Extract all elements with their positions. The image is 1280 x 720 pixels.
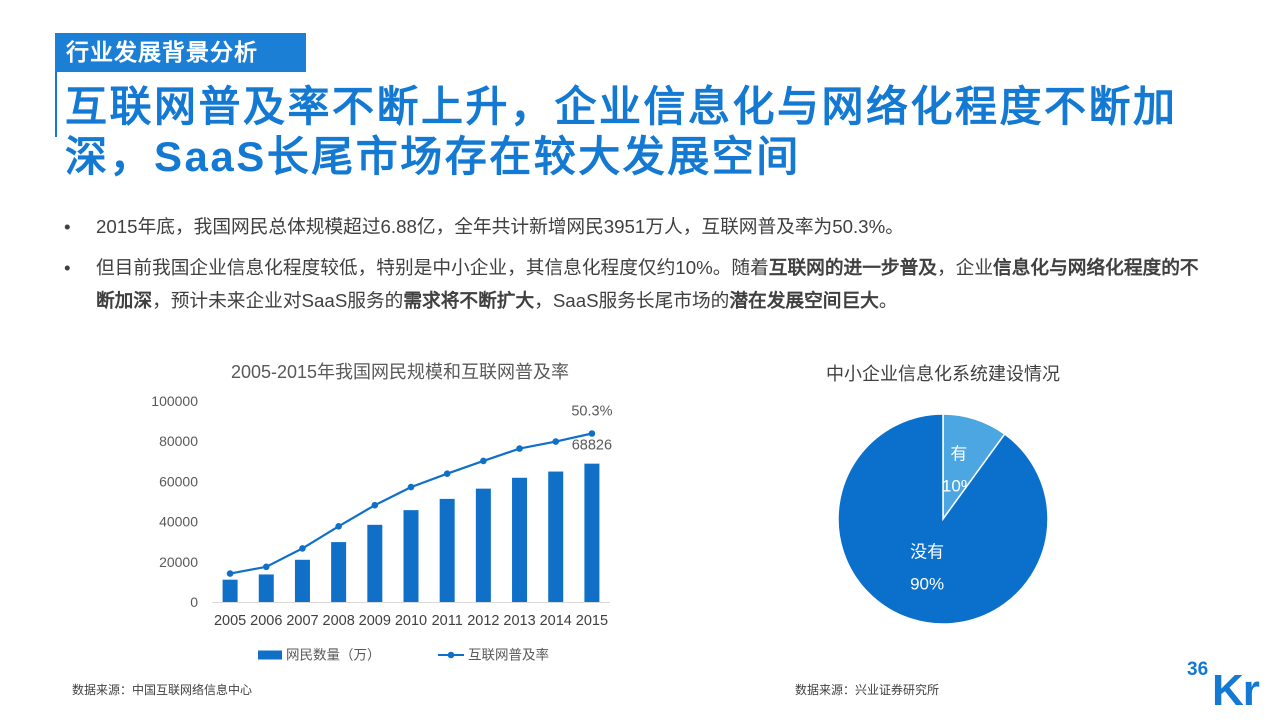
- body-text: ，SaaS服务长尾市场的: [534, 289, 730, 311]
- x-tick-label: 2015: [576, 613, 608, 629]
- page-title-line: 互联网普及率不断上升，企业信息化与网络化程度不断加: [65, 83, 1178, 130]
- bullet-text: 但目前我国企业信息化程度较低，特别是中小企业，其信息化程度仅约10%。随着互联网…: [96, 251, 1199, 317]
- line-point-2011: [443, 470, 451, 477]
- x-tick-label: 2006: [250, 613, 282, 629]
- chart-title: 中小企业信息化系统建设情况: [826, 364, 1060, 384]
- x-tick-label: 2014: [540, 613, 572, 629]
- legend-label: 互联网普及率: [468, 647, 549, 663]
- x-tick-label: 2011: [432, 613, 463, 629]
- y-tick-label: 20000: [159, 554, 198, 570]
- bullet-line: 断加深，预计未来企业对SaaS服务的需求将不断扩大，SaaS服务长尾市场的潜在发…: [96, 284, 1199, 317]
- section-tag-label: 行业发展背景分析: [66, 39, 258, 65]
- line-point-2006: [262, 563, 270, 571]
- x-tick-label: 2007: [286, 613, 318, 629]
- y-tick-label: 40000: [159, 514, 198, 530]
- bar-2013: [512, 477, 528, 602]
- body-text: 但目前我国企业信息化程度较低，特别是中小企业，其信息化程度仅约10%。随着: [96, 256, 769, 278]
- bullet-text: 2015年底，我国网民总体规模超过6.88亿，全年共计新增网民3951万人，互联…: [96, 210, 904, 243]
- bar-2008: [331, 542, 347, 602]
- bar-2005: [222, 579, 238, 602]
- line-point-2008: [335, 522, 342, 530]
- emphasis-text: 潜在发展空间巨大: [729, 289, 879, 311]
- bar-2014: [548, 471, 564, 602]
- pie-slice-label: 没有: [910, 542, 944, 561]
- x-tick-label: 2013: [503, 613, 535, 629]
- data-label: 50.3%: [571, 403, 612, 419]
- bullet-item: • 但目前我国企业信息化程度较低，特别是中小企业，其信息化程度仅约10%。随着互联…: [64, 251, 1199, 317]
- body-text: ，预计未来企业对SaaS服务的: [152, 289, 404, 311]
- y-tick-label: 60000: [159, 473, 198, 489]
- section-tag: 行业发展背景分析: [55, 33, 306, 72]
- section-accent-rule: [55, 33, 57, 137]
- x-tick-label: 2010: [395, 613, 427, 629]
- page-title-line: 深，SaaS长尾市场存在较大发展空间: [65, 133, 801, 180]
- internet-users-combo-chart: 2005-2015年我国网民规模和互联网普及率 0 20000 40000 60000 8…: [151, 362, 612, 663]
- legend-bar-swatch: [258, 650, 282, 660]
- line-point-2015: [588, 430, 596, 437]
- line-point-2007: [299, 545, 306, 552]
- page-title: 互联网普及率不断上升，企业信息化与网络化程度不断加 深，SaaS长尾市场存在较大…: [65, 82, 1178, 182]
- bullet-item: • 2015年底，我国网民总体规模超过6.88亿，全年共计新增网民3951万人，互…: [64, 210, 1199, 243]
- emphasis-text: 互联网的进一步普及: [768, 256, 937, 278]
- pie-slice-2: [837, 413, 1049, 625]
- x-tick-label: 2012: [467, 613, 499, 629]
- line-point-2010: [407, 483, 415, 491]
- y-tick-label: 80000: [159, 433, 198, 449]
- body-text: 。: [878, 289, 898, 311]
- emphasis-text: 信息化与网络化程度的不: [993, 256, 1199, 278]
- pie-slice-label: 有: [950, 445, 967, 464]
- source-note: 数据来源：中国互联网络信息中心: [72, 683, 253, 697]
- line-point-2009: [371, 501, 379, 509]
- line-point-2014: [552, 438, 560, 445]
- bar-2012: [475, 488, 491, 602]
- emphasis-text: 断加深: [96, 289, 153, 311]
- bar-2011: [439, 498, 455, 602]
- bullet-marker: •: [64, 216, 71, 237]
- data-label: 68826: [572, 438, 612, 454]
- legend-label: 网民数量（万）: [286, 648, 381, 663]
- source-note: 数据来源：兴业证券研究所: [795, 683, 940, 697]
- pie-slice-value: 90%: [910, 574, 944, 593]
- x-tick-label: 2009: [359, 613, 391, 629]
- bar-2010: [403, 510, 419, 602]
- bar-2006: [258, 574, 274, 602]
- chart-title: 2005-2015年我国网民规模和互联网普及率: [231, 362, 569, 382]
- x-tick-label: 2005: [214, 613, 246, 629]
- body-text: 2015年底，我国网民总体规模超过6.88亿，全年共计新增网民3951万人，互联…: [96, 216, 904, 237]
- y-tick-label: 0: [190, 594, 198, 610]
- y-tick-label: 100000: [151, 393, 198, 409]
- bullet-marker: •: [64, 256, 71, 278]
- line-point-2012: [480, 457, 487, 465]
- logo-kr-text: Kr: [1212, 666, 1260, 715]
- bullet-line: 2015年底，我国网民总体规模超过6.88亿，全年共计新增网民3951万人，互联…: [96, 210, 904, 243]
- legend-line-marker: [447, 651, 455, 659]
- bar-2009: [367, 524, 383, 602]
- body-text: ，企业: [936, 256, 994, 278]
- logo-36-text: 36: [1187, 659, 1209, 680]
- emphasis-text: 需求将不断扩大: [403, 289, 535, 311]
- line-point-2013: [516, 445, 523, 452]
- line-point-2005: [226, 570, 234, 577]
- bar-2015: [584, 463, 600, 602]
- x-tick-label: 2008: [323, 613, 355, 629]
- bullet-line: 但目前我国企业信息化程度较低，特别是中小企业，其信息化程度仅约10%。随着互联网…: [96, 251, 1199, 284]
- bar-2007: [294, 559, 310, 602]
- bullet-list: • 2015年底，我国网民总体规模超过6.88亿，全年共计新增网民3951万人，互…: [64, 210, 1199, 324]
